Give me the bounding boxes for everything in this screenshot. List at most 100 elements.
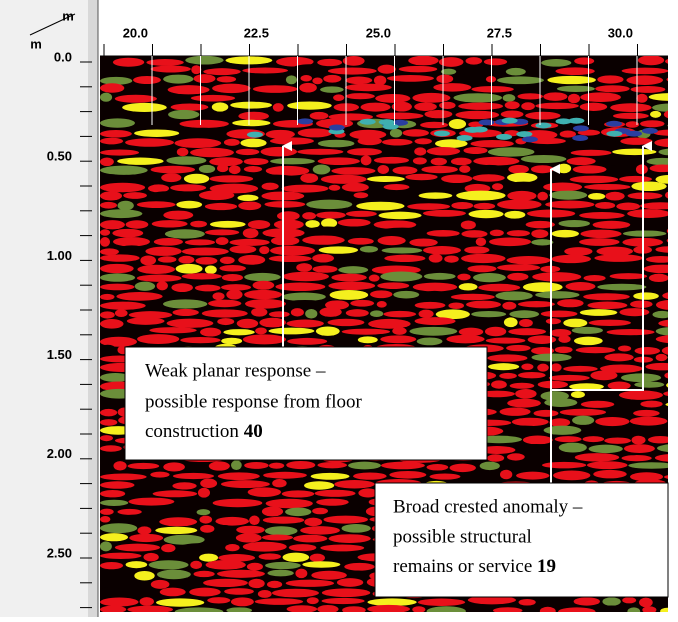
texture [282,490,314,497]
texture [462,473,498,481]
texture [248,220,270,229]
texture [631,182,666,192]
texture [265,526,298,535]
texture [489,237,531,246]
texture [610,273,648,279]
texture [194,571,215,577]
texture [206,560,246,570]
texture [302,561,340,568]
texture [535,122,551,128]
texture [347,148,382,155]
texture [329,124,345,130]
radargram-figure: m m 20.022.525.027.530.00.00.501.001.502… [0,0,678,617]
texture [405,174,437,181]
texture [299,83,317,93]
texture [311,571,347,580]
texture [478,284,520,292]
texture [361,155,372,165]
texture [496,134,512,140]
texture [563,366,598,372]
texture [535,291,579,298]
texture [316,499,348,506]
texture [285,508,311,516]
texture [630,300,652,307]
texture [100,150,139,156]
texture [115,309,128,317]
texture [485,327,506,336]
texture [139,120,180,127]
y-tick-label: 0.50 [47,149,72,164]
texture [429,254,443,263]
texture [487,454,504,462]
texture [273,103,284,112]
texture [356,202,404,211]
texture [351,499,367,505]
texture [409,238,437,246]
texture [508,165,529,174]
texture [248,487,281,497]
texture [174,138,221,148]
texture [518,301,555,307]
texture [240,139,266,148]
texture [277,211,300,220]
texture [100,111,122,117]
texture [624,92,634,101]
texture [338,266,368,273]
texture [430,473,461,479]
texture [189,588,221,597]
texture [117,509,141,515]
texture [667,226,678,235]
texture [506,345,531,351]
texture [505,101,520,109]
texture [466,301,501,309]
texture [122,103,167,112]
texture [409,327,457,336]
texture [209,461,230,470]
texture [507,230,530,236]
texture [342,183,369,192]
texture [264,201,305,208]
texture [148,184,169,192]
texture [354,192,369,198]
texture [100,570,131,577]
texture [667,236,678,246]
texture [203,68,241,75]
texture [244,462,268,469]
texture [268,328,314,335]
texture [640,401,662,408]
texture [129,534,163,542]
texture [604,437,631,443]
texture [100,409,117,416]
texture [628,462,674,469]
texture [424,273,456,280]
texture [587,302,627,309]
texture [210,221,246,228]
texture [216,237,229,245]
texture [555,346,573,353]
texture [100,130,132,138]
texture [595,85,630,92]
texture [116,292,162,301]
texture [182,247,229,255]
texture [515,389,536,399]
texture [507,399,541,408]
texture [328,282,375,290]
texture [516,131,532,137]
texture [535,320,546,326]
texture [667,552,678,559]
texture [451,202,473,209]
texture [178,256,194,264]
texture [594,254,643,262]
texture [100,481,135,488]
texture [544,426,582,435]
texture [463,147,487,154]
texture [412,93,450,103]
texture [331,274,366,282]
texture [444,255,459,262]
texture [100,264,134,273]
texture [205,229,239,235]
texture [635,347,661,355]
texture [321,218,337,227]
texture [517,444,556,451]
texture [317,59,342,66]
